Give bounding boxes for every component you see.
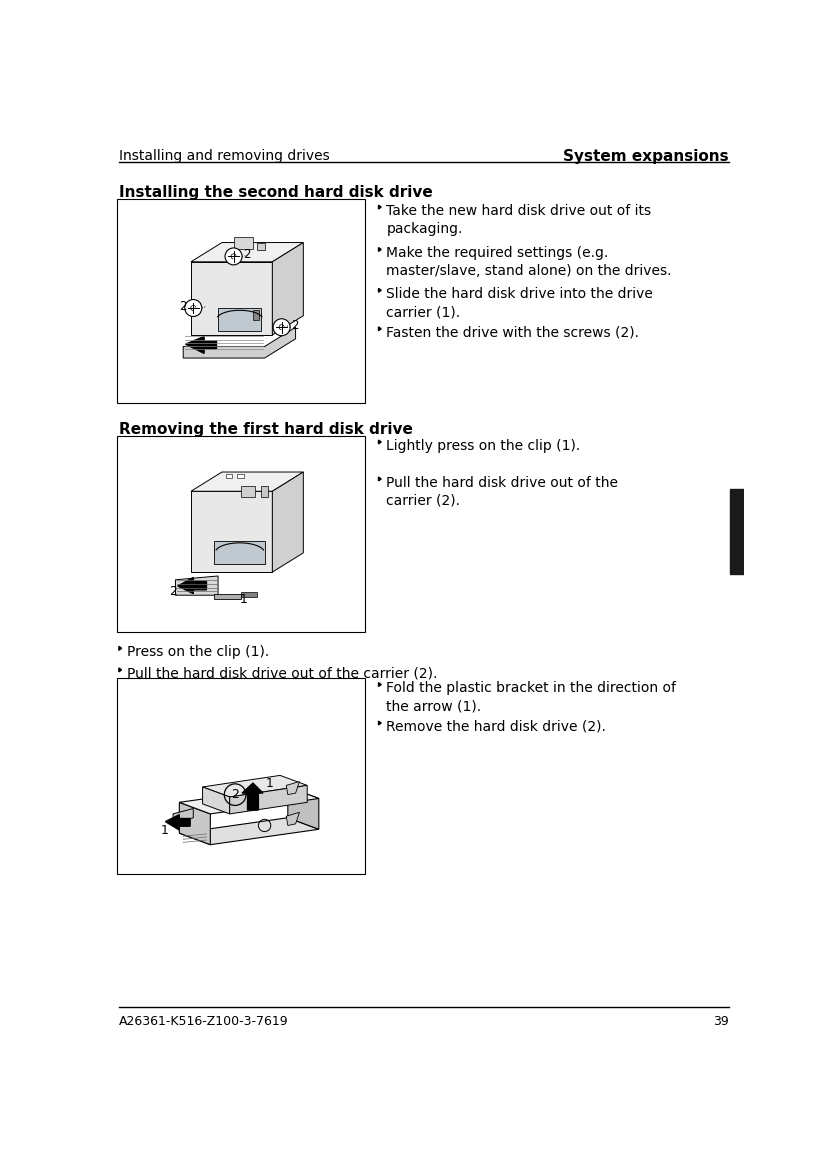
Polygon shape [179, 787, 319, 814]
Polygon shape [191, 472, 304, 491]
Polygon shape [242, 783, 263, 810]
Text: Installing the second hard disk drive: Installing the second hard disk drive [119, 185, 433, 200]
Text: Removing the first hard disk drive: Removing the first hard disk drive [119, 422, 413, 437]
Text: A26361-K516-Z100-3-7619: A26361-K516-Z100-3-7619 [119, 1015, 289, 1028]
Text: Installing and removing drives: Installing and removing drives [119, 149, 330, 163]
Bar [237, 474, 244, 478]
Circle shape [273, 319, 290, 336]
Polygon shape [191, 262, 272, 335]
Polygon shape [214, 594, 241, 599]
Polygon shape [178, 578, 207, 594]
Bar [729, 489, 744, 574]
Polygon shape [191, 243, 304, 262]
Text: 2: 2 [243, 248, 251, 261]
Text: Pull the hard disk drive out of the
carrier (2).: Pull the hard disk drive out of the carr… [386, 476, 619, 508]
Polygon shape [379, 327, 381, 330]
Text: 1: 1 [266, 776, 274, 790]
Bar [261, 486, 269, 497]
Polygon shape [179, 818, 319, 844]
Polygon shape [203, 775, 307, 797]
Polygon shape [379, 247, 381, 252]
Text: Make the required settings (e.g.
master/slave, stand alone) on the drives.: Make the required settings (e.g. master/… [386, 246, 672, 278]
Bar [241, 486, 256, 497]
Polygon shape [288, 787, 319, 829]
Polygon shape [379, 477, 381, 480]
Text: 1: 1 [160, 824, 169, 836]
Bar [253, 311, 259, 320]
Polygon shape [175, 576, 218, 595]
Polygon shape [379, 440, 381, 444]
Polygon shape [286, 812, 299, 826]
Text: 2: 2 [179, 300, 187, 313]
Text: Lightly press on the clip (1).: Lightly press on the clip (1). [386, 439, 581, 453]
Polygon shape [179, 803, 210, 844]
Bar [257, 243, 265, 251]
Text: Pull the hard disk drive out of the carrier (2).: Pull the hard disk drive out of the carr… [127, 666, 437, 680]
Bar [226, 474, 232, 478]
Bar [241, 593, 257, 597]
Polygon shape [184, 327, 295, 358]
Text: Slide the hard disk drive into the drive
carrier (1).: Slide the hard disk drive into the drive… [386, 288, 653, 319]
Circle shape [184, 299, 202, 316]
Text: System expansions: System expansions [563, 149, 729, 164]
Circle shape [225, 248, 242, 264]
Bar [233, 237, 253, 248]
Polygon shape [379, 289, 381, 292]
Text: Press on the clip (1).: Press on the clip (1). [127, 646, 269, 660]
Polygon shape [286, 782, 299, 795]
Polygon shape [203, 787, 230, 814]
Polygon shape [379, 206, 381, 209]
Text: Take the new hard disk drive out of its
packaging.: Take the new hard disk drive out of its … [386, 204, 652, 236]
Text: 2: 2 [232, 788, 239, 802]
Polygon shape [119, 647, 122, 650]
Bar [117, 678, 366, 874]
Polygon shape [185, 336, 217, 353]
Text: 39: 39 [713, 1015, 729, 1028]
Polygon shape [230, 785, 307, 814]
Polygon shape [173, 808, 194, 824]
Text: Fold the plastic bracket in the direction of
the arrow (1).: Fold the plastic bracket in the directio… [386, 681, 676, 714]
Polygon shape [272, 243, 304, 335]
Text: 1: 1 [240, 594, 247, 606]
Polygon shape [379, 683, 381, 686]
Polygon shape [218, 308, 261, 331]
Bar [117, 199, 366, 403]
Polygon shape [191, 491, 272, 572]
Text: 2: 2 [170, 584, 177, 598]
Text: 2: 2 [291, 319, 299, 333]
Polygon shape [165, 814, 190, 830]
Polygon shape [379, 721, 381, 725]
Text: Remove the hard disk drive (2).: Remove the hard disk drive (2). [386, 720, 606, 733]
Polygon shape [272, 472, 304, 572]
Text: Fasten the drive with the screws (2).: Fasten the drive with the screws (2). [386, 326, 639, 340]
Polygon shape [214, 542, 265, 565]
Bar [117, 435, 366, 632]
Polygon shape [119, 668, 122, 672]
